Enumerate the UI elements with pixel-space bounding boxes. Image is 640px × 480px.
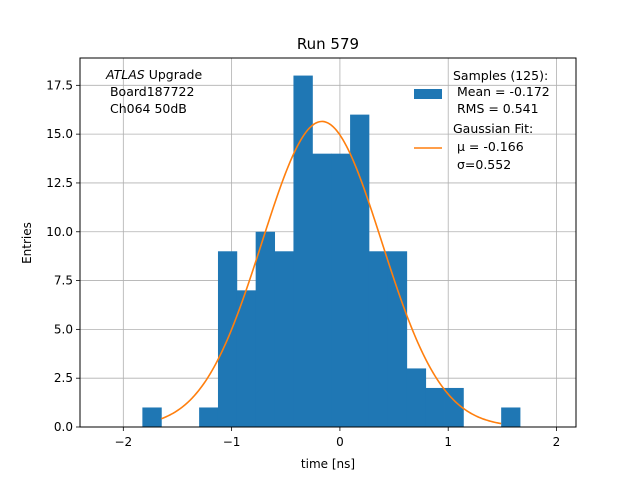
histogram-bar (406, 368, 427, 427)
y-tick-label: 12.5 (46, 176, 73, 190)
histogram-bar (501, 407, 521, 427)
y-tick-label: 15.0 (46, 127, 73, 141)
legend: Samples (125): Mean = -0.172 RMS = 0.541… (414, 68, 550, 172)
annotation-line-3: Ch064 50dB (106, 101, 187, 116)
histogram-bar (387, 251, 408, 427)
legend-samples-line-3: RMS = 0.541 (453, 101, 539, 116)
histogram-bar (444, 387, 464, 427)
histogram-bar (255, 231, 276, 427)
legend-swatch-samples (414, 89, 442, 99)
x-tick-label: −1 (223, 435, 241, 449)
y-tick-label: 10.0 (46, 225, 73, 239)
histogram-bar (274, 251, 294, 427)
atlas-annotation: ATLAS Upgrade Board187722 Ch064 50dB (105, 67, 202, 116)
histogram-bar (368, 251, 389, 427)
histogram-bar (331, 153, 351, 427)
histogram-bar (199, 407, 219, 427)
y-tick-label: 2.5 (54, 371, 73, 385)
y-tick-label: 7.5 (54, 274, 73, 288)
y-tick-label: 0.0 (54, 420, 73, 434)
legend-fit-line-1: Gaussian Fit: (453, 121, 533, 136)
x-tick-label: −2 (114, 435, 132, 449)
histogram-bar (350, 114, 370, 427)
legend-fit-line-2: μ = -0.166 (453, 139, 524, 154)
chart-title: Run 579 (297, 35, 359, 53)
annotation-line-1: ATLAS Upgrade (105, 67, 202, 82)
histogram-bar (236, 290, 257, 427)
gaussian-fit (161, 120, 502, 425)
x-tick-label: 0 (336, 435, 344, 449)
y-axis-label: Entries (20, 222, 34, 264)
histogram-bar (425, 387, 445, 427)
histogram-bar (142, 407, 162, 427)
plot-frame (79, 57, 577, 428)
y-tick-label: 17.5 (46, 78, 73, 92)
x-tick-label: 2 (553, 435, 561, 449)
legend-samples-line-2: Mean = -0.172 (453, 84, 550, 99)
histogram-bar (312, 153, 332, 427)
x-tick-label: 1 (444, 435, 452, 449)
legend-samples-line-1: Samples (125): (453, 68, 548, 83)
legend-fit-line-3: σ=0.552 (453, 157, 511, 172)
x-axis-label: time [ns] (301, 457, 355, 471)
annotation-italic: ATLAS (105, 67, 145, 82)
annotation-line-1-rest: Upgrade (145, 67, 203, 82)
gaussian-fit-line (161, 120, 502, 425)
axis-ticks: −2 −1 0 1 2 0.0 2.5 5.0 7.5 10.0 12.5 15.0 17.5 (46, 78, 560, 449)
histogram-bars (142, 75, 521, 428)
annotation-line-2: Board187722 (106, 84, 194, 99)
histogram-bar (293, 75, 313, 428)
y-tick-label: 5.0 (54, 322, 73, 336)
